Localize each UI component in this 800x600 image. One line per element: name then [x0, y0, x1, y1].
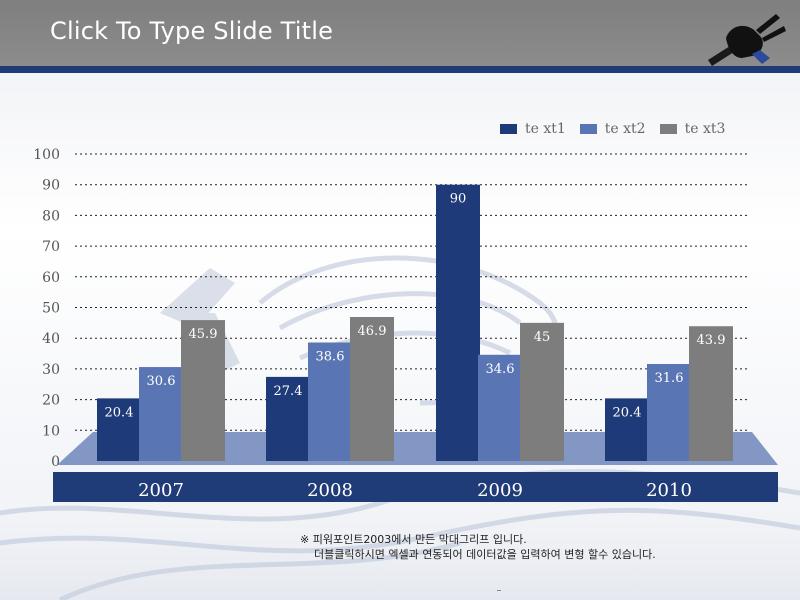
bar-value-label: 30.6 [147, 374, 176, 389]
bar-value-labels: 20.4 30.6 45.9 27.4 38.6 46.9 90 34.6 45 20.4 31.6… [105, 192, 726, 421]
bar-value-label: 20.4 [613, 405, 642, 420]
y-tick-label: 90 [42, 178, 60, 194]
bar-value-label: 45.9 [189, 327, 218, 342]
bar-text2-2010 [647, 363, 691, 461]
bar-text3-2008 [350, 317, 394, 461]
bar-value-label: 27.4 [274, 384, 303, 399]
bar-text1-2007 [97, 398, 141, 461]
y-tick-label: 10 [42, 423, 60, 439]
bar-value-label: 31.6 [655, 371, 684, 386]
legend-label: te xt1 [525, 121, 566, 137]
bar-value-label: 34.6 [486, 362, 515, 377]
bar-text2-2008 [308, 342, 352, 461]
bar-text2-2007 [139, 367, 183, 461]
power-plug-icon [708, 14, 786, 66]
note-line-1: ※ 피워포인트2003에서 만든 막대그리프 입니다. [300, 533, 527, 546]
y-tick-label: 40 [42, 331, 60, 347]
chart-floor [53, 432, 778, 502]
legend-swatch [579, 124, 597, 134]
category-axis-band [53, 472, 778, 502]
y-tick-label: 70 [42, 239, 60, 255]
y-tick-label: 20 [42, 393, 60, 409]
x-tick-label: 2010 [646, 480, 692, 501]
bar-text3-2007 [181, 320, 225, 461]
legend-swatch [500, 124, 517, 134]
chart-floor-surface [57, 432, 778, 465]
x-tick-label: 2008 [307, 480, 353, 501]
slide-note: ※ 피워포인트2003에서 만든 막대그리프 입니다. 더블클릭하시면 엑셀과 … [300, 532, 656, 562]
note-line-2: 더블클릭하시면 엑셀과 연동되어 데이터값을 입력하여 변형 할수 있습니다. [314, 548, 656, 561]
bar-text1-2009 [436, 184, 480, 461]
chart-bars [97, 184, 733, 461]
y-tick-label: 80 [42, 208, 60, 224]
bar-value-label: 20.4 [105, 405, 134, 420]
legend-label: te xt3 [684, 121, 726, 137]
bar-value-label: 46.9 [358, 324, 387, 339]
bar-text2-2009 [478, 354, 522, 461]
bar-value-label: 38.6 [316, 349, 345, 364]
bar-text1-2008 [266, 376, 310, 461]
bar-value-label: 90 [450, 192, 467, 207]
legend-item: te xt2 [579, 121, 646, 137]
chart-legend: te xt1 te xt2 te xt3 [500, 119, 739, 139]
slide-title[interactable]: Click To Type Slide Title [50, 17, 334, 45]
y-tick-label: 100 [33, 147, 60, 163]
x-tick-label: 2009 [477, 480, 523, 501]
x-tick-label: 2007 [138, 480, 184, 501]
bar-text1-2010 [605, 398, 649, 461]
bar-value-label: 45 [534, 330, 551, 345]
y-tick-label: 0 [51, 454, 60, 470]
bar-text3-2009 [520, 322, 564, 461]
y-axis-labels: 0 10 20 30 40 50 60 70 80 90 100 [33, 147, 60, 470]
y-tick-label: 30 [42, 362, 60, 378]
x-axis-labels: 2007 2008 2009 2010 [138, 480, 692, 501]
y-tick-label: 60 [42, 270, 60, 286]
slide-header: Click To Type Slide Title [0, 0, 800, 66]
bar-text3-2010 [689, 326, 733, 461]
legend-item: te xt3 [659, 121, 726, 137]
header-accent-bar [0, 66, 800, 73]
footer-mark [497, 590, 501, 591]
legend-label: te xt2 [604, 121, 646, 137]
legend-item: te xt1 [500, 121, 566, 137]
bar-value-label: 43.9 [697, 333, 726, 348]
legend-swatch [659, 124, 677, 134]
y-tick-label: 50 [42, 301, 60, 317]
